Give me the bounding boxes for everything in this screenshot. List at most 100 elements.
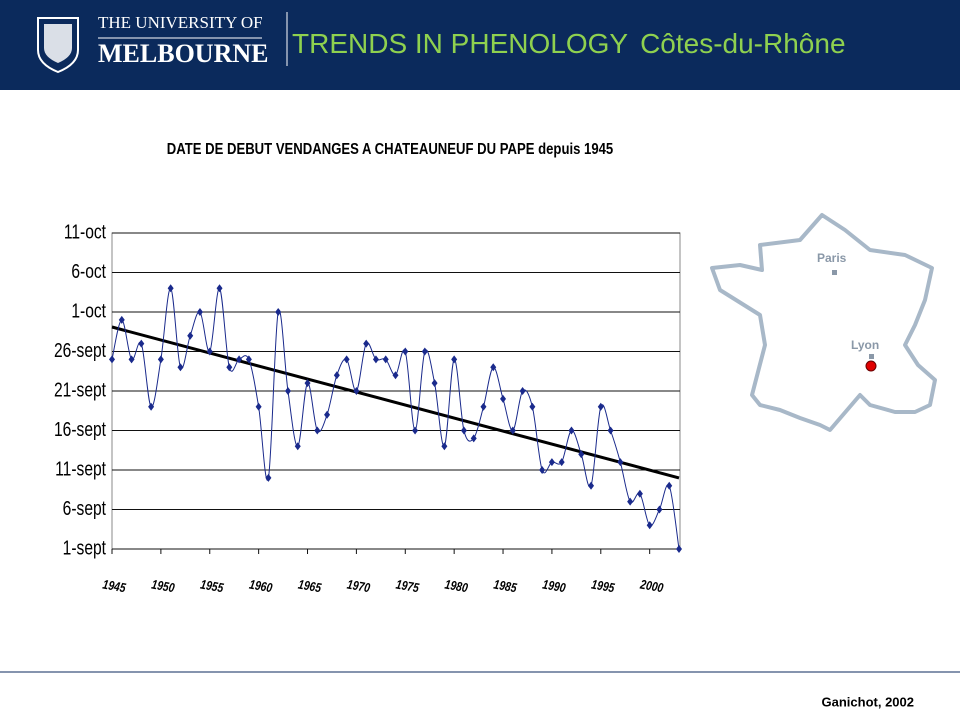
x-tick-label: 1990 xyxy=(541,577,567,595)
data-point xyxy=(676,545,682,553)
y-tick-label: 21-sept xyxy=(54,378,106,400)
chart-title: DATE DE DEBUT VENDANGES A CHATEAUNEUF DU… xyxy=(167,141,613,158)
city-marker xyxy=(869,354,874,359)
data-point xyxy=(666,481,673,490)
data-point xyxy=(118,315,125,324)
data-point xyxy=(548,458,555,467)
data-point xyxy=(490,363,497,372)
title-main: TRENDS IN PHENOLOGY xyxy=(292,28,628,59)
data-point xyxy=(109,355,115,364)
data-point xyxy=(265,473,272,482)
data-point xyxy=(451,355,458,364)
data-point xyxy=(607,426,614,435)
trend-line xyxy=(111,325,680,480)
y-tick-label: 11-sept xyxy=(55,457,106,479)
y-tick-label: 16-sept xyxy=(54,418,106,440)
x-tick-label: 1960 xyxy=(248,577,274,595)
city-label: Paris xyxy=(817,251,847,265)
x-tick-label: 2000 xyxy=(638,577,665,595)
data-point xyxy=(284,387,291,395)
data-point xyxy=(343,355,350,364)
data-point xyxy=(412,426,419,435)
y-tick-label: 1-sept xyxy=(63,536,106,558)
data-point xyxy=(656,505,663,514)
data-point xyxy=(216,284,223,293)
data-point xyxy=(333,371,340,380)
data-point xyxy=(294,442,301,451)
y-tick-label: 1-oct xyxy=(71,299,106,321)
x-tick-label: 1985 xyxy=(492,577,518,595)
data-point xyxy=(167,284,174,293)
data-point xyxy=(539,466,546,474)
y-tick-label: 6-sept xyxy=(63,497,106,519)
data-point xyxy=(529,402,536,411)
data-point xyxy=(363,339,370,348)
france-outline xyxy=(710,213,937,432)
data-point xyxy=(509,426,516,435)
site-marker xyxy=(865,360,877,372)
data-point xyxy=(480,402,487,411)
data-point xyxy=(558,458,565,467)
data-point xyxy=(324,410,331,419)
x-tick-label: 1945 xyxy=(101,577,127,595)
data-point xyxy=(255,402,262,411)
x-tick-label: 1995 xyxy=(590,577,616,595)
data-point xyxy=(519,387,526,395)
data-point xyxy=(353,387,360,395)
city-marker xyxy=(832,270,837,275)
data-point xyxy=(441,442,448,451)
header-band xyxy=(0,0,960,90)
data-point xyxy=(372,355,379,364)
data-point xyxy=(314,426,321,435)
data-point xyxy=(187,331,194,340)
data-point xyxy=(421,347,428,356)
data-point xyxy=(148,402,155,411)
data-point xyxy=(226,363,233,372)
logo-line2: MELBOURNE xyxy=(98,39,268,68)
crest xyxy=(37,17,79,74)
x-tick-label: 1955 xyxy=(199,577,225,595)
data-point xyxy=(597,402,604,411)
data-point xyxy=(431,379,438,388)
data-point xyxy=(275,308,282,316)
city-label: Lyon xyxy=(851,338,879,352)
x-tick-label: 1975 xyxy=(395,577,421,595)
x-tick-label: 1950 xyxy=(150,577,176,595)
data-point xyxy=(617,458,624,467)
data-point xyxy=(236,355,243,364)
data-point xyxy=(636,489,643,498)
data-point xyxy=(206,347,213,356)
data-point xyxy=(304,379,311,388)
data-point xyxy=(245,355,252,364)
data-point xyxy=(646,521,653,530)
map: Paris Lyon xyxy=(710,213,937,432)
logo-line1: THE UNIVERSITY OF xyxy=(98,13,263,32)
x-tick-label: 1965 xyxy=(297,577,323,595)
logo: THE UNIVERSITY OF MELBOURNE xyxy=(37,13,268,74)
data-point xyxy=(402,347,409,356)
data-point xyxy=(460,426,467,435)
data-point xyxy=(392,371,399,380)
y-tick-label: 11-oct xyxy=(64,220,106,242)
data-point xyxy=(128,355,135,364)
data-point xyxy=(157,355,164,364)
data-point xyxy=(470,434,477,443)
title-sub: Côtes-du-Rhône xyxy=(640,28,845,59)
data-point xyxy=(196,308,203,316)
credit: Ganichot, 2002 xyxy=(822,694,914,709)
data-point xyxy=(138,339,145,348)
x-tick-label: 1980 xyxy=(444,577,470,595)
data-point xyxy=(500,394,507,403)
y-tick-label: 6-oct xyxy=(71,260,106,282)
data-point xyxy=(382,355,389,364)
x-tick-label: 1970 xyxy=(346,577,372,595)
data-point xyxy=(177,363,184,372)
slide-title: TRENDS IN PHENOLOGY Côtes-du-Rhône xyxy=(292,28,846,59)
crest-fill xyxy=(44,24,72,63)
data-point xyxy=(578,450,585,459)
data-point xyxy=(627,497,634,506)
y-tick-label: 26-sept xyxy=(54,339,106,361)
data-point xyxy=(568,426,575,435)
data-point xyxy=(588,481,595,490)
